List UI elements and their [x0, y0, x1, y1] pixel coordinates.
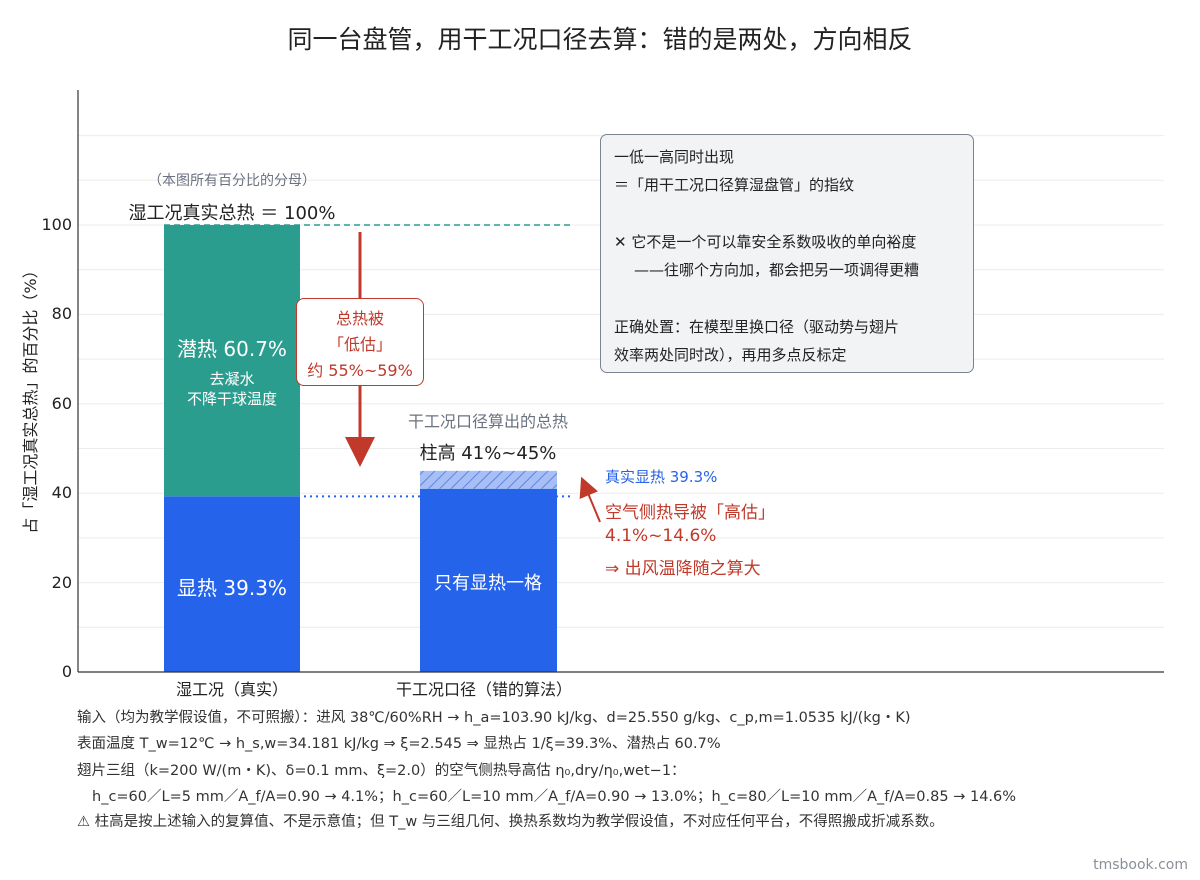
underestimate-callout: 总热被 「低估」 约 55%~59%: [296, 298, 424, 386]
x-category-dry: 干工况口径（错的算法）: [395, 680, 573, 699]
latent-note-1: 去凝水: [209, 370, 255, 388]
footnote-1: 输入（均为教学假设值，不可照搬）：进风 38℃/60%RH → h_a=103.…: [77, 710, 911, 726]
overestimate-line-1: 空气侧热导被「高估」: [605, 503, 775, 523]
bar-dry-range: [420, 470, 557, 489]
y-tick-label-20: 20: [51, 572, 72, 592]
underestimate-line-3: 约 55%~59%: [307, 361, 413, 380]
info-box: 一低一高同时出现 ＝「用干工况口径算湿盘管」的指纹 ✕ 它不是一个可以靠安全系数…: [600, 134, 974, 373]
dry-head-label: 干工况口径算出的总热: [407, 412, 569, 431]
underestimate-line-2: 「低估」: [327, 335, 392, 354]
y-tick-label-0: 0: [61, 662, 72, 681]
info-line-1: 一低一高同时出现: [614, 148, 735, 166]
x-category-wet: 湿工况（真实）: [175, 680, 289, 699]
footnote-3: 翅片三组（k=200 W/(m・K)、δ=0.1 mm、ξ=2.0）的空气侧热导…: [77, 763, 686, 779]
bar-wet-latent: [164, 225, 300, 497]
dry-range-label: 柱高 41%~45%: [419, 443, 557, 464]
chart-title: 同一台盘管，用干工况口径去算：错的是两处，方向相反: [287, 25, 913, 54]
overestimate-line-2: 4.1%~14.6%: [605, 526, 717, 546]
overestimate-arrow: [579, 476, 601, 523]
latent-note-2: 不降干球温度: [186, 390, 278, 408]
denominator-note: （本图所有百分比的分母）: [148, 173, 316, 189]
footnote-2: 表面温度 T_w=12℃ → h_s,w=34.181 kJ/kg ⇒ ξ=2.…: [77, 736, 721, 752]
info-line-2: ＝「用干工况口径算湿盘管」的指纹: [614, 176, 855, 194]
total-label: 湿工况真实总热 ＝ 100%: [128, 203, 336, 224]
y-tick-label-40: 40: [51, 483, 72, 503]
y-tick-label-60: 60: [51, 393, 72, 413]
sensible-label: 显热 39.3%: [177, 576, 287, 600]
bar-dry-sensible: [420, 488, 557, 672]
dry-bar-label: 只有显热一格: [434, 573, 542, 594]
info-line-6: 效率两处同时改），再用多点反标定: [614, 346, 847, 364]
y-tick-label-80: 80: [51, 304, 72, 324]
info-line-3: ✕ 它不是一个可以靠安全系数吸收的单向裕度: [614, 233, 917, 251]
underestimate-line-1: 总热被: [335, 309, 384, 328]
latent-label: 潜热 60.7%: [177, 337, 287, 361]
true-sensible-label: 真实显热 39.3%: [605, 468, 718, 486]
y-tick-label-100: 100: [41, 215, 72, 234]
footnote-4: h_c=60／L=5 mm／A_f/A=0.90 → 4.1%；h_c=60／L…: [92, 789, 1017, 805]
bar-wet-sensible: [164, 496, 300, 672]
info-line-5: 正确处置：在模型里换口径（驱动势与翅片: [614, 318, 900, 336]
overestimate-line-3: ⇒ 出风温降随之算大: [605, 559, 761, 579]
footnote-5: ⚠ 柱高是按上述输入的复算值、不是示意值；但 T_w 与三组几何、换热系数均为教…: [77, 814, 944, 830]
watermark: tmsbook.com: [1093, 857, 1188, 873]
info-line-4: ——往哪个方向加，都会把另一项调得更糟: [634, 261, 920, 279]
